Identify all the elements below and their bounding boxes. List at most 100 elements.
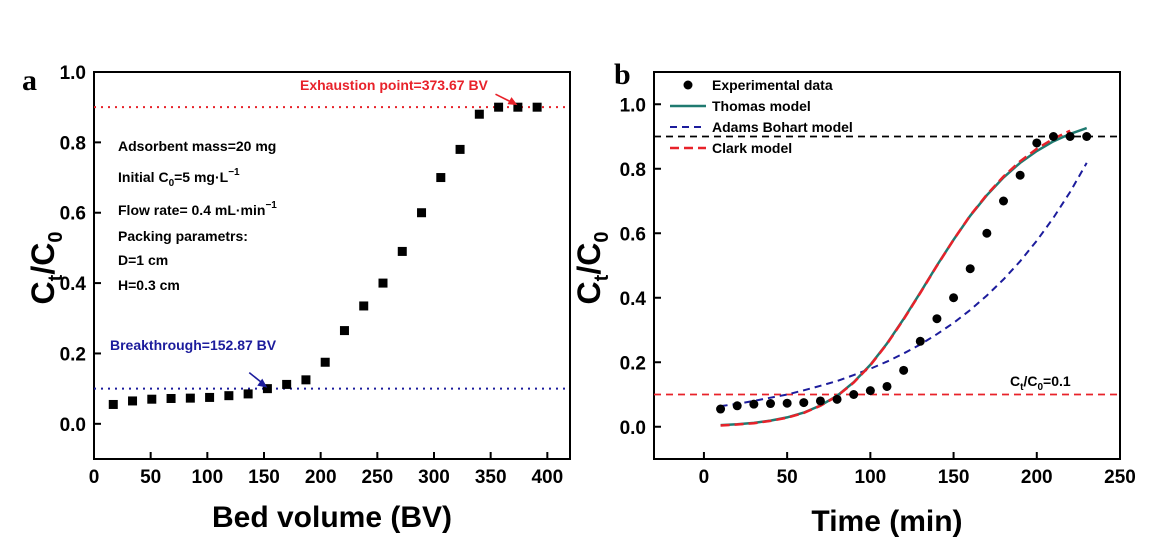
data-point-square (378, 278, 388, 288)
panel-b-model-curves (720, 126, 1088, 427)
data-point-square (339, 326, 349, 336)
data-point-circle (899, 365, 909, 375)
data-point-square (474, 109, 484, 119)
x-tick-label: 150 (248, 467, 280, 488)
y-tick-label: 1.0 (620, 95, 646, 116)
data-point-circle (932, 314, 942, 324)
data-point-square (205, 392, 215, 402)
y-tick-label: 0.4 (60, 274, 87, 295)
panel-a-data-points (108, 102, 542, 409)
data-point-circle (766, 399, 775, 409)
data-point-square (436, 173, 446, 183)
panel-b-frame (653, 71, 1121, 460)
data-point-circle (882, 381, 892, 391)
data-point-square (262, 384, 272, 394)
data-point-circle (1082, 132, 1092, 141)
note-height: H=0.3 cm (118, 277, 180, 293)
exhaustion-label: Exhaustion point=373.67 BV (300, 77, 489, 93)
data-point-circle (799, 398, 809, 408)
y-tick-label: 0.0 (60, 415, 86, 436)
legend-marker-experimental (683, 80, 693, 90)
panel-a: a 0 50 100 150 200 250 300 350 400 0.0 0.2 0.4 0.6 0… (22, 63, 571, 534)
y-tick-label: 0.0 (620, 418, 646, 439)
data-point-circle (815, 396, 825, 406)
data-point-circle (849, 390, 859, 399)
data-point-square (417, 208, 427, 218)
x-tick-label: 350 (475, 467, 507, 488)
x-tick-label: 50 (140, 467, 161, 488)
data-point-square (166, 393, 176, 403)
y-tick-label: 0.2 (60, 344, 86, 365)
x-tick-label: 0 (699, 467, 710, 488)
x-tick-label: 0 (89, 467, 100, 488)
model-curve-adams-bohart-model (720, 162, 1088, 408)
x-tick-label: 250 (1104, 467, 1136, 488)
data-point-square (243, 389, 253, 399)
data-point-circle (949, 293, 959, 303)
x-tick-label: 100 (191, 467, 223, 488)
model-curve-clark-model (720, 129, 1071, 427)
note-initial-conc: Initial C0=5 mg·L−1 (118, 167, 240, 189)
panel-b-x-ticks: 0 50 100 150 200 250 (699, 452, 1136, 488)
x-tick-label: 200 (1021, 467, 1053, 488)
panel-a-frame (93, 71, 571, 460)
legend-adams-bohart: Adams Bohart model (712, 119, 853, 135)
data-point-square (108, 399, 118, 409)
data-point-circle (1065, 132, 1075, 141)
legend-experimental: Experimental data (712, 77, 833, 93)
data-point-square (147, 394, 157, 404)
data-point-circle (999, 196, 1008, 206)
x-tick-label: 400 (531, 467, 563, 488)
x-tick-label: 50 (777, 467, 798, 488)
y-tick-label: 0.6 (620, 224, 646, 245)
panel-a-label: a (22, 64, 37, 97)
panel-b-label: b (614, 58, 631, 91)
panel-b-y-ticks: 0.0 0.2 0.4 0.6 0.8 1.0 (620, 95, 661, 439)
panel-a-y-ticks: 0.0 0.2 0.4 0.6 0.8 1.0 (60, 63, 101, 436)
panel-a-x-ticks: 0 50 100 150 200 250 300 350 400 (89, 452, 563, 488)
data-point-circle (1048, 132, 1058, 141)
data-point-circle (865, 386, 875, 396)
ct-c0-label: Ct/C0=0.1 (1010, 373, 1071, 393)
y-tick-label: 0.8 (620, 160, 646, 181)
note-diameter: D=1 cm (118, 252, 168, 268)
note-packing: Packing parametrs: (118, 228, 248, 244)
breakthrough-arrowhead (257, 378, 268, 388)
data-point-circle (782, 398, 792, 408)
data-point-square (397, 246, 407, 256)
data-point-circle (732, 401, 742, 411)
data-point-square (532, 102, 542, 112)
note-flow-rate: Flow rate= 0.4 mL·min−1 (118, 200, 277, 218)
data-point-circle (965, 264, 975, 274)
data-point-circle (982, 228, 992, 238)
panel-b: b 0 50 100 150 200 250 0.0 0.2 0.4 0.6 0.8 1.0 Ct/… (571, 58, 1136, 538)
panel-b-y-axis-label: Ct/C0 (571, 232, 613, 305)
y-tick-label: 0.4 (620, 289, 647, 310)
data-point-square (494, 102, 504, 112)
panel-a-x-axis-label: Bed volume (BV) (212, 501, 452, 534)
exhaustion-arrowhead (507, 97, 518, 106)
data-point-square (513, 102, 523, 112)
x-tick-label: 200 (305, 467, 337, 488)
data-point-circle (716, 404, 726, 414)
data-point-circle (915, 336, 925, 346)
panel-a-y-axis-label: Ct/C0 (25, 232, 67, 305)
panel-b-x-axis-label: Time (min) (811, 505, 962, 538)
panel-b-legend: Experimental data Thomas model Adams Boh… (670, 77, 853, 156)
data-point-square (185, 393, 195, 403)
data-point-circle (749, 399, 759, 409)
data-point-square (128, 396, 138, 406)
data-point-square (224, 391, 234, 401)
note-mass: Adsorbent mass=20 mg (118, 138, 276, 154)
x-tick-label: 250 (361, 467, 393, 488)
data-point-square (359, 301, 369, 311)
panel-b-experimental-points (716, 132, 1092, 414)
data-point-square (301, 375, 311, 385)
y-tick-label: 0.6 (60, 204, 86, 225)
y-tick-label: 0.8 (60, 133, 86, 154)
data-point-circle (832, 394, 842, 404)
legend-clark: Clark model (712, 140, 792, 156)
x-tick-label: 300 (418, 467, 450, 488)
data-point-circle (1015, 170, 1025, 180)
